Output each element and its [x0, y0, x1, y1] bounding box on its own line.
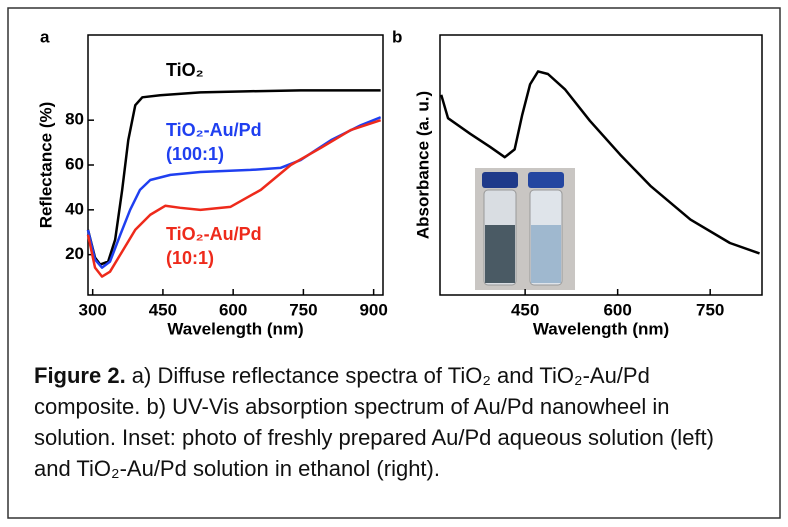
plot-frame — [439, 34, 763, 296]
series-line — [440, 70, 760, 255]
panel-label: a — [40, 27, 50, 46]
x-axis-title: Wavelength (nm) — [167, 319, 303, 338]
inset-photo — [475, 168, 575, 290]
series-line — [86, 118, 382, 278]
x-tick-label: 450 — [511, 300, 539, 319]
figure-border — [7, 7, 781, 519]
series-label: TiO₂-Au/Pd (10:1) — [166, 224, 262, 268]
y-tick-label: 40 — [65, 199, 84, 218]
caption-text: a) Diffuse reflectance spectra of TiO₂ a… — [34, 363, 714, 481]
x-tick-label: 750 — [696, 300, 724, 319]
x-tick-label: 900 — [359, 300, 387, 319]
y-tick-label: 20 — [65, 244, 84, 263]
x-tick-label: 450 — [149, 300, 177, 319]
y-tick-label: 80 — [65, 110, 84, 129]
x-tick-label: 600 — [603, 300, 631, 319]
y-axis-title: Reflectance (%) — [36, 102, 55, 229]
y-tick-label: 60 — [65, 154, 84, 173]
caption-label: Figure 2. — [34, 363, 126, 388]
series-label: TiO₂-Au/Pd (100:1) — [166, 120, 262, 164]
series-line — [86, 89, 381, 266]
x-tick-label: 300 — [78, 300, 106, 319]
panel-label: b — [392, 27, 402, 46]
series-label: TiO₂ — [166, 60, 204, 80]
x-tick-label: 600 — [219, 300, 247, 319]
x-tick-label: 750 — [289, 300, 317, 319]
caption: Figure 2. a) Diffuse reflectance spectra… — [34, 360, 754, 484]
x-axis-title: Wavelength (nm) — [533, 319, 669, 338]
y-axis-title: Absorbance (a. u.) — [413, 91, 432, 239]
